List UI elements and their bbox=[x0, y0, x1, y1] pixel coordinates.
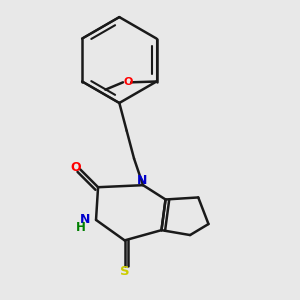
Text: O: O bbox=[71, 161, 81, 174]
Text: S: S bbox=[120, 265, 130, 278]
Text: N: N bbox=[80, 213, 90, 226]
Text: N: N bbox=[136, 174, 147, 187]
Text: O: O bbox=[123, 77, 133, 87]
Text: H: H bbox=[76, 221, 85, 234]
